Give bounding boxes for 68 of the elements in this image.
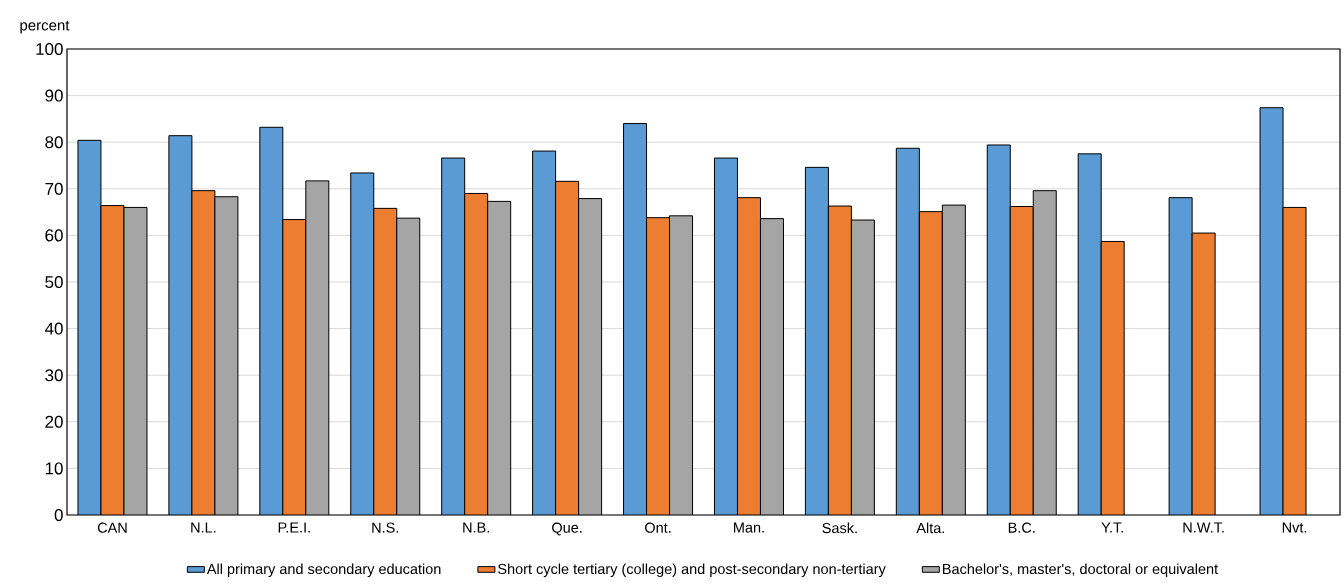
y-tick-label: 100 xyxy=(36,42,63,56)
bar xyxy=(1100,240,1125,515)
bar xyxy=(646,217,670,515)
bar xyxy=(1168,197,1193,515)
legend-label: Short cycle tertiary (college) and post-secondary non-tertiary xyxy=(498,563,886,577)
x-tick-label: Y.T. xyxy=(1101,522,1123,533)
bar xyxy=(100,205,124,515)
bar xyxy=(441,158,465,515)
bar xyxy=(168,135,192,515)
y-tick-label: 10 xyxy=(45,462,63,475)
bar xyxy=(737,197,761,515)
x-tick-label: P.E.I. xyxy=(278,522,310,533)
bar xyxy=(805,167,829,515)
y-tick-label: 70 xyxy=(45,182,63,195)
x-tick-label: B.C. xyxy=(1008,522,1035,533)
y-tick-label: 90 xyxy=(45,89,63,102)
bar xyxy=(578,198,602,515)
x-tick-label: N.B. xyxy=(463,522,489,533)
bar xyxy=(350,172,374,515)
bar xyxy=(1010,206,1034,515)
bar xyxy=(1191,232,1216,515)
bar xyxy=(623,123,647,515)
x-tick-label: N.S. xyxy=(372,522,399,533)
bar xyxy=(214,196,238,515)
bar xyxy=(919,211,943,515)
y-tick-label: 30 xyxy=(45,369,63,382)
bar xyxy=(191,190,215,515)
bar xyxy=(396,218,420,515)
x-tick-label: CAN xyxy=(97,522,127,533)
bar xyxy=(669,215,693,515)
y-axis-title: percent xyxy=(20,20,70,34)
x-tick-label: Sask. xyxy=(822,522,857,534)
bar xyxy=(123,207,147,515)
bar xyxy=(555,181,579,515)
bar xyxy=(896,148,920,515)
bar xyxy=(942,205,966,515)
bar xyxy=(1259,107,1284,515)
bar xyxy=(532,151,556,515)
bar xyxy=(1077,153,1102,515)
x-tick-label: Nvt. xyxy=(1282,522,1307,533)
y-tick-label: 40 xyxy=(44,322,63,335)
bar xyxy=(987,144,1011,515)
y-tick-label: 20 xyxy=(45,415,63,428)
bar xyxy=(760,218,784,515)
bar xyxy=(77,140,101,515)
x-tick-label: Ont. xyxy=(645,522,671,533)
bar xyxy=(1032,190,1057,515)
y-tick-label: 60 xyxy=(45,229,63,242)
x-tick-label: Man. xyxy=(734,522,764,533)
bar xyxy=(259,127,283,515)
x-tick-label: N.L. xyxy=(191,522,216,533)
bar xyxy=(714,158,738,515)
legend-label: Bachelor's, master's, doctoral or equivalent xyxy=(943,563,1219,577)
bar xyxy=(373,208,397,515)
bar xyxy=(464,193,488,515)
bar xyxy=(282,219,306,515)
bar xyxy=(828,206,852,515)
bar xyxy=(851,220,875,515)
legend-label: All primary and secondary education xyxy=(206,563,441,577)
y-tick-label: 50 xyxy=(45,275,63,289)
y-tick-label: 0 xyxy=(54,508,63,522)
bar xyxy=(1282,206,1307,515)
x-tick-label: Alta. xyxy=(916,522,945,534)
y-tick-label: 80 xyxy=(45,136,63,149)
x-tick-label: Que. xyxy=(552,522,582,536)
bar xyxy=(487,201,511,515)
bar xyxy=(305,180,329,515)
x-tick-label: N.W.T. xyxy=(1183,522,1224,533)
